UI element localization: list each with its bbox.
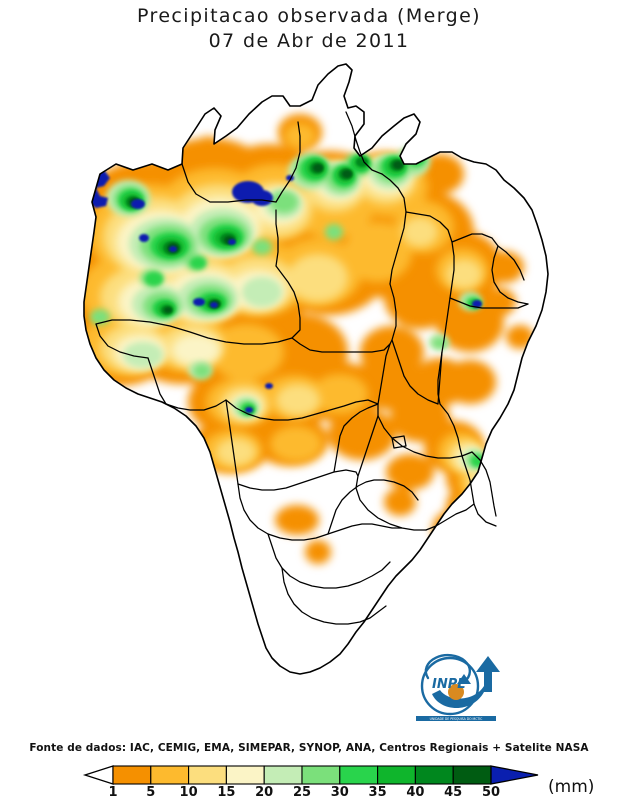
colorbar-tick-35: 35 bbox=[369, 785, 387, 798]
precipitation-colorbar: 1 5 10 15 20 25 30 35 40 45 50 (mm) bbox=[0, 762, 618, 798]
colorbar-tick-45: 45 bbox=[444, 785, 462, 798]
data-source-text: Fonte de dados: IAC, CEMIG, EMA, SIMEPAR… bbox=[29, 742, 589, 754]
colorbar-tick-40: 40 bbox=[406, 785, 424, 798]
colorbar-tick-10: 10 bbox=[180, 785, 198, 798]
inpe-logo: INPE UNIDADE DE PESQUISA DO MCTIC bbox=[392, 648, 520, 726]
inpe-wordmark: INPE bbox=[432, 677, 466, 692]
colorbar-swatches bbox=[112, 765, 492, 785]
precipitation-raster bbox=[84, 114, 534, 564]
colorbar-swatch-25-30 bbox=[301, 765, 341, 785]
colorbar-tick-1: 1 bbox=[108, 785, 117, 798]
colorbar-tick-30: 30 bbox=[331, 785, 349, 798]
brazil-precipitation-map bbox=[0, 52, 618, 717]
title-line-2: 07 de Abr de 2011 bbox=[208, 30, 410, 52]
inpe-logo-mark: INPE bbox=[420, 653, 500, 716]
colorbar-unit-label: (mm) bbox=[548, 777, 594, 797]
colorbar-swatch-10-15 bbox=[188, 765, 227, 785]
colorbar-below-min-arrow bbox=[82, 765, 114, 785]
colorbar-above-max-arrow bbox=[490, 765, 539, 785]
colorbar-swatch-30-35 bbox=[339, 765, 379, 785]
colorbar-swatch-45-50 bbox=[452, 765, 492, 785]
colorbar-swatch-15-20 bbox=[225, 765, 265, 785]
page-title: Precipitacao observada (Merge) 07 de Abr… bbox=[0, 4, 618, 54]
colorbar-swatch-20-25 bbox=[263, 765, 303, 785]
colorbar-tick-25: 25 bbox=[293, 785, 311, 798]
colorbar-swatch-1-5 bbox=[112, 765, 152, 785]
colorbar-swatch-35-40 bbox=[377, 765, 416, 785]
brazil-outline bbox=[83, 63, 549, 675]
title-line-1: Precipitacao observada (Merge) bbox=[137, 5, 481, 27]
precip-band-above-50 bbox=[84, 170, 504, 517]
inpe-caption: UNIDADE DE PESQUISA DO MCTIC bbox=[430, 717, 483, 721]
colorbar-tick-5: 5 bbox=[146, 785, 155, 798]
colorbar-tick-20: 20 bbox=[255, 785, 273, 798]
colorbar-swatch-5-10 bbox=[150, 765, 190, 785]
colorbar-tick-15: 15 bbox=[217, 785, 235, 798]
colorbar-swatch-40-45 bbox=[414, 765, 454, 785]
state-borders bbox=[95, 111, 529, 625]
colorbar-tick-50: 50 bbox=[482, 785, 500, 798]
inpe-caption-bar bbox=[416, 716, 496, 721]
